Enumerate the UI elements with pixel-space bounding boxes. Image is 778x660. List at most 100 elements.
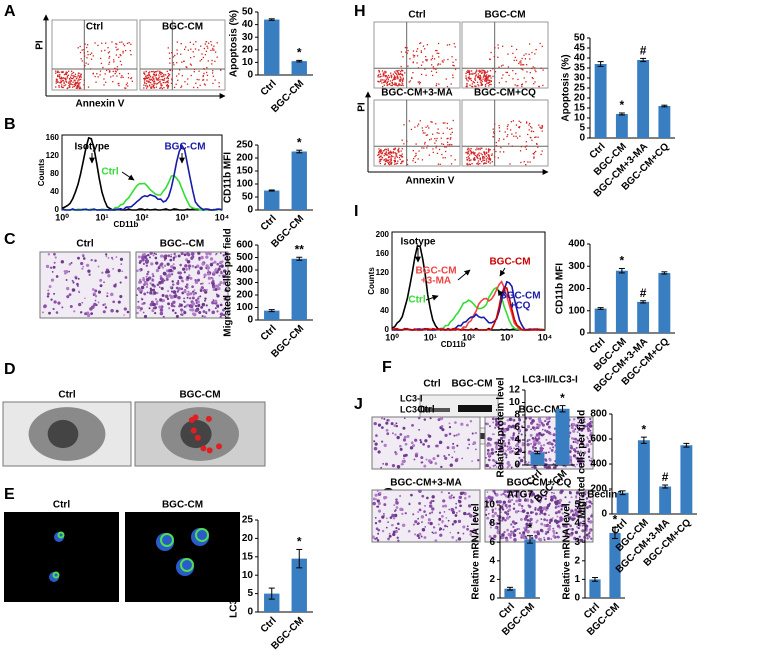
dot bbox=[218, 85, 220, 88]
dot bbox=[469, 70, 471, 72]
dot bbox=[178, 73, 180, 75]
cell bbox=[163, 272, 167, 276]
dot bbox=[444, 157, 446, 159]
dot bbox=[380, 150, 382, 153]
cell bbox=[544, 532, 548, 535]
cell bbox=[212, 288, 215, 291]
cell bbox=[177, 280, 180, 282]
cell bbox=[119, 257, 124, 261]
cell bbox=[196, 264, 200, 268]
cell bbox=[411, 423, 414, 427]
cell bbox=[451, 510, 456, 515]
dot bbox=[60, 80, 62, 82]
cell bbox=[492, 502, 495, 505]
cell bbox=[94, 299, 97, 302]
cell bbox=[504, 503, 508, 507]
label: BGC-CM+CQ bbox=[474, 88, 536, 99]
dot bbox=[466, 162, 468, 165]
cell bbox=[164, 294, 169, 299]
dot bbox=[55, 86, 57, 88]
cell bbox=[82, 255, 85, 258]
cell bbox=[375, 527, 379, 530]
bar bbox=[637, 60, 650, 138]
cell bbox=[138, 288, 142, 292]
cell bbox=[99, 284, 103, 288]
cell bbox=[420, 456, 424, 460]
cell bbox=[137, 255, 141, 259]
y-tick-label: 30 bbox=[574, 73, 586, 84]
dot bbox=[397, 160, 399, 162]
cell bbox=[543, 536, 546, 539]
dot bbox=[387, 161, 389, 164]
dot bbox=[529, 161, 531, 163]
cell bbox=[525, 498, 530, 502]
label: BGC--CM bbox=[160, 239, 204, 250]
dot bbox=[73, 75, 75, 77]
cell bbox=[221, 260, 224, 263]
dot bbox=[517, 85, 519, 87]
dot bbox=[189, 41, 191, 44]
dot bbox=[512, 120, 515, 122]
cell bbox=[374, 516, 377, 519]
dot bbox=[180, 43, 182, 45]
cell bbox=[217, 267, 221, 271]
dot bbox=[521, 57, 523, 60]
cell bbox=[70, 261, 73, 264]
cell bbox=[427, 459, 432, 463]
dot bbox=[116, 75, 118, 77]
dot bbox=[150, 87, 152, 89]
dot bbox=[416, 55, 419, 57]
dot bbox=[533, 151, 536, 154]
cell bbox=[191, 264, 195, 268]
cell bbox=[87, 269, 91, 273]
dot bbox=[497, 44, 499, 46]
dot bbox=[523, 54, 525, 56]
cell bbox=[391, 432, 394, 435]
cell bbox=[220, 270, 223, 273]
cell bbox=[578, 509, 582, 513]
dot bbox=[150, 82, 152, 84]
hist-y-tick: 0 bbox=[55, 205, 60, 214]
dot bbox=[416, 125, 419, 127]
dot bbox=[428, 154, 430, 156]
dot bbox=[377, 75, 379, 77]
cell bbox=[190, 308, 195, 312]
cell bbox=[545, 416, 550, 421]
dot bbox=[72, 83, 74, 86]
cell bbox=[508, 515, 511, 518]
dot bbox=[399, 84, 401, 86]
cell bbox=[190, 252, 195, 256]
dot bbox=[467, 153, 469, 155]
cell bbox=[486, 448, 490, 452]
dot bbox=[168, 74, 170, 77]
dot bbox=[166, 83, 168, 86]
panel-letter: D bbox=[4, 361, 16, 378]
cell bbox=[197, 278, 201, 282]
dot bbox=[115, 46, 117, 48]
dot bbox=[470, 152, 472, 154]
dot bbox=[449, 128, 451, 130]
dot bbox=[395, 154, 397, 156]
cell bbox=[571, 513, 576, 517]
cell bbox=[387, 537, 390, 540]
dot bbox=[160, 86, 162, 89]
dot bbox=[437, 42, 440, 45]
dot bbox=[417, 123, 420, 125]
y-tick-label: 600 bbox=[590, 434, 607, 445]
cell bbox=[376, 490, 379, 493]
dot bbox=[156, 82, 159, 85]
cell bbox=[201, 315, 204, 318]
cell bbox=[501, 508, 505, 511]
label: Counts bbox=[367, 267, 376, 295]
cell bbox=[455, 434, 458, 437]
cell bbox=[583, 451, 587, 455]
dot bbox=[147, 86, 149, 88]
dot bbox=[539, 126, 541, 128]
hist-y-tick: 200 bbox=[376, 230, 390, 239]
cell bbox=[410, 493, 413, 497]
cell bbox=[178, 288, 182, 291]
cell bbox=[147, 253, 150, 257]
dot bbox=[487, 149, 490, 151]
cell bbox=[381, 529, 385, 533]
cell bbox=[393, 504, 396, 507]
